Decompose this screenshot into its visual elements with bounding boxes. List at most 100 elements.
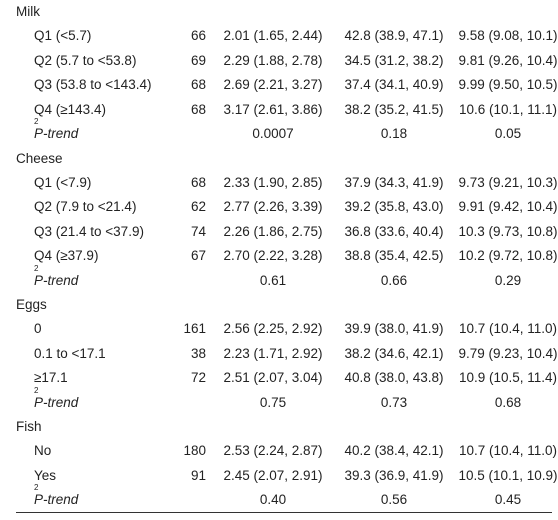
count-cell: 161 [183, 321, 206, 336]
table-bottom-rule [16, 512, 552, 513]
row-label: Q4 (≥37.9) [34, 248, 99, 263]
p-trend-value-3: 0.68 [494, 394, 522, 410]
table-row: Q3 (53.8 to <143.4) 68 2.69 (2.21, 3.27) 37… [0, 73, 558, 98]
row-label: 0 [34, 321, 42, 336]
section-header-fish: Fish [0, 415, 558, 439]
value-cell-3: 10.9 (10.5, 11.4) [458, 370, 558, 385]
value-cell-3: 10.7 (10.4, 11.0) [458, 321, 558, 336]
row-label: ≥17.1 [34, 370, 68, 385]
row-label: Q3 (53.8 to <143.4) [34, 77, 152, 92]
count-cell: 180 [183, 443, 206, 458]
value-cell-2: 42.8 (38.9, 47.1) [344, 28, 444, 43]
value-cell-2: 37.4 (34.1, 40.9) [344, 77, 444, 92]
table-row: ≥17.1 72 2.51 (2.07, 3.04) 40.8 (38.0, 43.8… [0, 366, 558, 391]
section-title: Cheese [16, 150, 63, 166]
value-cell-1: 2.69 (2.21, 3.27) [223, 77, 323, 92]
p-trend-value-1: 0.75 [259, 394, 287, 410]
value-cell-1: 2.45 (2.07, 2.91) [223, 467, 323, 483]
count-cell: 69 [190, 52, 206, 68]
value-cell-3: 9.79 (9.23, 10.4) [458, 345, 558, 361]
count-cell: 67 [190, 248, 206, 263]
value-cell-1: 2.23 (1.71, 2.92) [223, 345, 323, 361]
count-cell: 74 [190, 223, 206, 239]
row-label: 0.1 to <17.1 [34, 345, 106, 361]
p-trend-value-2: 0.56 [380, 492, 408, 507]
section-header-eggs: Eggs [0, 293, 558, 317]
value-cell-1: 2.56 (2.25, 2.92) [223, 321, 323, 336]
count-cell: 68 [190, 174, 206, 190]
row-label: Q1 (<7.9) [34, 174, 92, 190]
p-trend-value-1: 0.61 [259, 272, 287, 288]
table-row: Q1 (<7.9) 68 2.33 (1.90, 2.85) 37.9 (34.3, … [0, 171, 558, 196]
value-cell-3: 10.3 (9.73, 10.8) [458, 223, 558, 239]
count-cell: 38 [190, 345, 206, 361]
row-label: No [34, 443, 52, 458]
table-row: Yes 91 2.45 (2.07, 2.91) 39.3 (36.9, 41.9) 1… [0, 464, 558, 489]
p-trend-value-3: 0.45 [494, 492, 522, 507]
value-cell-2: 38.2 (34.6, 42.1) [344, 345, 444, 361]
value-cell-1: 2.01 (1.65, 2.44) [223, 28, 323, 43]
value-cell-3: 9.73 (9.21, 10.3) [458, 174, 558, 190]
p-trend-row: P-trend 2 0.75 0.73 0.68 [0, 386, 558, 416]
value-cell-3: 10.7 (10.4, 11.0) [458, 443, 558, 458]
value-cell-2: 38.2 (35.2, 41.5) [344, 101, 444, 117]
value-cell-3: 10.2 (9.72, 10.8) [458, 248, 558, 263]
value-cell-2: 39.9 (38.0, 41.9) [344, 321, 444, 336]
table-row: Q2 (5.7 to <53.8) 69 2.29 (1.88, 2.78) 34.5… [0, 49, 558, 74]
p-trend-value-3: 0.05 [494, 126, 522, 141]
value-cell-2: 36.8 (33.6, 40.4) [344, 223, 444, 239]
p-trend-value-2: 0.18 [380, 126, 408, 141]
row-label: Yes [34, 467, 57, 483]
table-row: Q4 (≥37.9) 67 2.70 (2.22, 3.28) 38.8 (35.4,… [0, 244, 558, 269]
p-trend-row: P-trend 2 0.40 0.56 0.45 [0, 484, 558, 513]
value-cell-1: 2.70 (2.22, 3.28) [223, 248, 323, 263]
row-label: Q1 (<5.7) [34, 28, 92, 43]
value-cell-3: 10.6 (10.1, 11.1) [458, 101, 558, 117]
value-cell-1: 3.17 (2.61, 3.86) [223, 101, 323, 117]
value-cell-2: 39.2 (35.8, 43.0) [344, 199, 444, 214]
table-row: Q4 (≥143.4) 68 3.17 (2.61, 3.86) 38.2 (35.2… [0, 98, 558, 123]
table-row: Q3 (21.4 to <37.9) 74 2.26 (1.86, 2.75) 36.… [0, 220, 558, 245]
p-trend-value-1: 0.0007 [252, 126, 294, 141]
value-cell-1: 2.29 (1.88, 2.78) [223, 52, 323, 68]
value-cell-3: 9.81 (9.26, 10.4) [458, 52, 558, 68]
table-row: No 180 2.53 (2.24, 2.87) 40.2 (38.4, 42.1) 1… [0, 439, 558, 464]
table-row: Q1 (<5.7) 66 2.01 (1.65, 2.44) 42.8 (38.9, … [0, 24, 558, 49]
count-cell: 91 [190, 467, 206, 483]
p-trend-value-3: 0.29 [494, 272, 522, 288]
table-row: 0.1 to <17.1 38 2.23 (1.71, 2.92) 38.2 (34.… [0, 342, 558, 367]
value-cell-2: 40.2 (38.4, 42.1) [344, 443, 444, 458]
row-label: Q2 (7.9 to <21.4) [34, 199, 137, 214]
row-label: Q2 (5.7 to <53.8) [34, 52, 137, 68]
value-cell-2: 39.3 (36.9, 41.9) [344, 467, 444, 483]
value-cell-2: 37.9 (34.3, 41.9) [344, 174, 444, 190]
table-row: Q2 (7.9 to <21.4) 62 2.77 (2.26, 3.39) 39.2… [0, 195, 558, 220]
value-cell-1: 2.77 (2.26, 3.39) [223, 199, 323, 214]
count-cell: 72 [190, 370, 206, 385]
table-row: 0 161 2.56 (2.25, 2.92) 39.9 (38.0, 41.9) 10… [0, 317, 558, 342]
count-cell: 66 [190, 28, 206, 43]
p-trend-value-2: 0.66 [380, 272, 408, 288]
value-cell-2: 34.5 (31.2, 38.2) [344, 52, 444, 68]
row-label: Q3 (21.4 to <37.9) [34, 223, 144, 239]
value-cell-1: 2.53 (2.24, 2.87) [223, 443, 323, 458]
value-cell-3: 9.99 (9.50, 10.5) [458, 77, 558, 92]
p-trend-row: P-trend 2 0.0007 0.18 0.05 [0, 118, 558, 147]
value-cell-1: 2.26 (1.86, 2.75) [223, 223, 323, 239]
section-title: Milk [16, 4, 40, 19]
p-trend-row: P-trend 2 0.61 0.66 0.29 [0, 264, 558, 294]
p-trend-value-1: 0.40 [259, 492, 287, 507]
value-cell-1: 2.33 (1.90, 2.85) [223, 174, 323, 190]
value-cell-2: 40.8 (38.0, 43.8) [344, 370, 444, 385]
count-cell: 62 [190, 199, 206, 214]
value-cell-2: 38.8 (35.4, 42.5) [344, 248, 444, 263]
value-cell-3: 9.91 (9.42, 10.4) [458, 199, 558, 214]
value-cell-3: 9.58 (9.08, 10.1) [458, 28, 558, 43]
section-header-cheese: Cheese [0, 147, 558, 171]
count-cell: 68 [190, 77, 206, 92]
count-cell: 68 [190, 101, 206, 117]
p-trend-value-2: 0.73 [380, 394, 408, 410]
section-title: Eggs [16, 297, 47, 312]
row-label: Q4 (≥143.4) [34, 101, 106, 117]
